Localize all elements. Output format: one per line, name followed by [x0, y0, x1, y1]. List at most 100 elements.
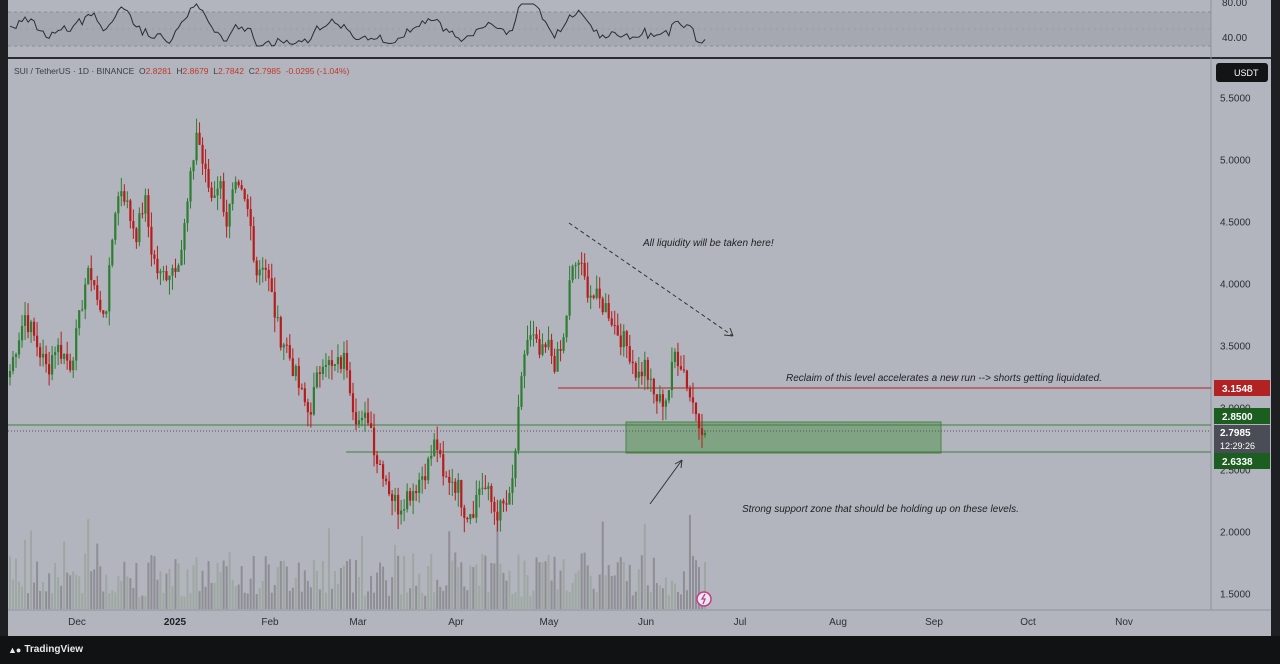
volume-bar: [354, 559, 357, 609]
volume-bar: [511, 593, 514, 609]
candle-body: [369, 423, 373, 428]
tradingview-logo[interactable]: ▲● TradingView: [8, 644, 83, 655]
candle-body: [129, 200, 132, 222]
volume-bar: [637, 569, 640, 609]
volume-bar: [415, 585, 418, 609]
candle-body: [93, 280, 96, 286]
volume-bar: [631, 595, 634, 609]
volume-bar: [376, 572, 379, 609]
candle-body: [210, 187, 213, 198]
candlesticks[interactable]: [8, 118, 707, 533]
support-zone[interactable]: [625, 421, 942, 454]
volume-bar: [96, 543, 99, 609]
volume-bar: [589, 575, 592, 609]
bar-countdown-label: 12:29:26: [1220, 441, 1255, 451]
candle-body: [574, 264, 577, 267]
volume-bar: [517, 554, 520, 609]
candle-body: [120, 191, 123, 197]
volume-bar: [102, 591, 105, 609]
candle-body: [180, 249, 183, 266]
candle-body: [150, 226, 153, 255]
candle-body: [243, 189, 246, 200]
candle-body: [685, 370, 689, 389]
time-tick-label: Feb: [261, 617, 279, 628]
tradingview-brand-label: TradingView: [24, 644, 84, 655]
volume-bar: [333, 570, 336, 609]
volume-bar: [400, 594, 403, 609]
candle-body: [505, 503, 508, 505]
candle-body: [412, 491, 415, 501]
time-axis[interactable]: Dec 2025 Feb Mar Apr May Jun Jul Aug Sep Oct Nov: [68, 617, 1133, 628]
volume-bar: [646, 585, 649, 609]
volume-bar: [270, 592, 273, 609]
candle-body: [390, 494, 394, 501]
volume-bar: [267, 564, 270, 609]
volume-bar: [105, 574, 108, 609]
candle-body: [84, 284, 87, 310]
volume-bar: [243, 592, 246, 609]
time-tick-label: 2025: [164, 617, 187, 628]
volume-bar: [409, 588, 412, 609]
candle-body: [48, 364, 51, 375]
support-arrow[interactable]: [649, 459, 683, 505]
candle-body: [333, 364, 337, 366]
candle-body: [177, 265, 180, 272]
candle-body: [339, 357, 343, 369]
candle-body: [38, 347, 42, 358]
volume-bar: [84, 553, 87, 609]
volume-bar: [159, 571, 162, 609]
candle-body: [688, 388, 692, 398]
volume-bar: [324, 592, 327, 609]
candle-body: [694, 402, 698, 415]
candle-body: [90, 268, 93, 281]
volume-bar: [315, 570, 318, 609]
candle-body: [183, 223, 186, 250]
close-key: C: [248, 66, 255, 76]
volume-bar: [574, 573, 577, 609]
candle-body: [327, 360, 331, 365]
volume-bar: [228, 552, 231, 609]
volume-bar: [204, 586, 207, 609]
candle-body: [246, 199, 249, 210]
currency-badge-bg[interactable]: [1216, 63, 1268, 82]
candle-body: [60, 344, 63, 359]
liquidity-annotation[interactable]: All liquidity will be taken here!: [642, 238, 774, 249]
close-value: 2.7985: [254, 66, 281, 76]
reclaim-annotation[interactable]: Reclaim of this level accelerates a new …: [786, 373, 1102, 384]
candle-body: [360, 417, 364, 421]
resistance-price-label: 3.1548: [1222, 384, 1253, 395]
candle-body: [589, 295, 592, 298]
candle-body: [198, 132, 201, 145]
volume-bar: [111, 590, 114, 609]
volume-bar: [297, 562, 300, 609]
volume-bar: [598, 574, 601, 609]
symbol-label[interactable]: SUI / TetherUS · 1D · BINANCE: [14, 66, 135, 76]
liquidity-dashed-arrow[interactable]: [568, 222, 734, 337]
volume-bar: [625, 581, 628, 609]
candle-body: [442, 454, 445, 477]
candle-body: [186, 201, 189, 224]
candle-body: [520, 376, 523, 407]
volume-bar: [469, 565, 472, 609]
volume-bar: [183, 596, 186, 609]
volume-bar: [451, 560, 454, 609]
ohlc-legend[interactable]: SUI / TetherUS · 1D · BINANCE O2.8281 H2…: [14, 66, 349, 76]
volume-bar: [382, 566, 385, 609]
volume-bar: [643, 523, 646, 609]
candle-body: [700, 428, 704, 436]
volume-bar: [610, 575, 613, 609]
candle-body: [63, 353, 66, 359]
support-annotation[interactable]: Strong support zone that should be holdi…: [742, 504, 1019, 515]
candle-body: [652, 378, 655, 395]
volume-bar: [294, 577, 297, 609]
candle-body: [231, 189, 234, 204]
candle-body: [436, 439, 439, 450]
volume-bar: [174, 559, 177, 609]
candle-body: [159, 271, 162, 274]
candle-body: [267, 269, 270, 279]
chart-background: [8, 0, 1271, 636]
high-value: 2.8679: [182, 66, 209, 76]
candle-body: [282, 344, 285, 348]
